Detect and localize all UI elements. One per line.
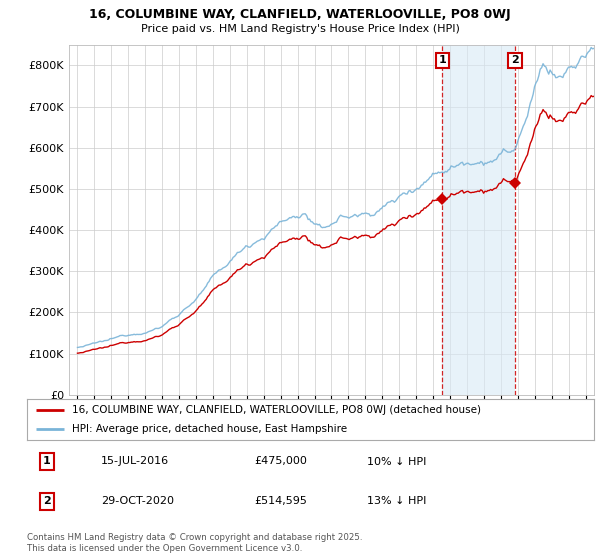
Text: 2: 2 xyxy=(511,55,519,66)
Text: 10% ↓ HPI: 10% ↓ HPI xyxy=(367,456,427,466)
Bar xyxy=(442,45,515,395)
Text: £475,000: £475,000 xyxy=(254,456,307,466)
Text: 2: 2 xyxy=(43,496,51,506)
Text: Contains HM Land Registry data © Crown copyright and database right 2025.
This d: Contains HM Land Registry data © Crown c… xyxy=(27,533,362,553)
Text: Price paid vs. HM Land Registry's House Price Index (HPI): Price paid vs. HM Land Registry's House … xyxy=(140,24,460,34)
Text: 16, COLUMBINE WAY, CLANFIELD, WATERLOOVILLE, PO8 0WJ (detached house): 16, COLUMBINE WAY, CLANFIELD, WATERLOOVI… xyxy=(73,405,481,415)
Text: HPI: Average price, detached house, East Hampshire: HPI: Average price, detached house, East… xyxy=(73,424,347,434)
Text: £514,595: £514,595 xyxy=(254,496,307,506)
Text: 15-JUL-2016: 15-JUL-2016 xyxy=(101,456,169,466)
Text: 16, COLUMBINE WAY, CLANFIELD, WATERLOOVILLE, PO8 0WJ: 16, COLUMBINE WAY, CLANFIELD, WATERLOOVI… xyxy=(89,8,511,21)
Text: 1: 1 xyxy=(43,456,51,466)
Text: 29-OCT-2020: 29-OCT-2020 xyxy=(101,496,174,506)
Text: 1: 1 xyxy=(439,55,446,66)
Text: 13% ↓ HPI: 13% ↓ HPI xyxy=(367,496,427,506)
